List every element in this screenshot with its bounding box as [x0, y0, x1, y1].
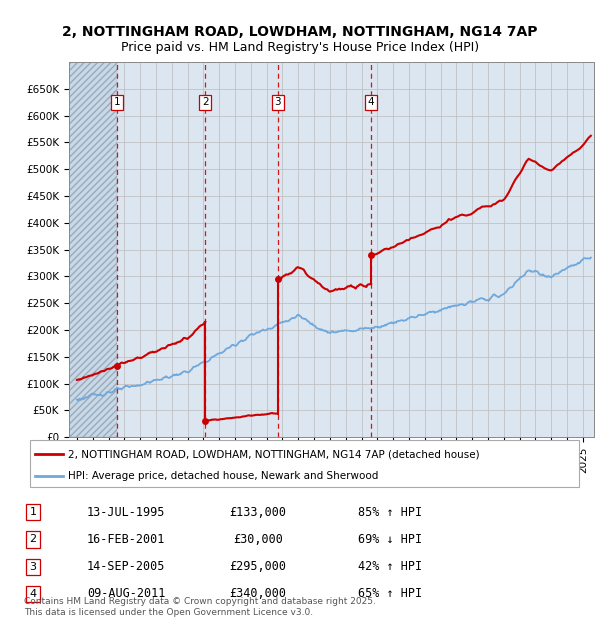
- Text: 2, NOTTINGHAM ROAD, LOWDHAM, NOTTINGHAM, NG14 7AP: 2, NOTTINGHAM ROAD, LOWDHAM, NOTTINGHAM,…: [62, 25, 538, 39]
- Text: 14-SEP-2005: 14-SEP-2005: [87, 560, 165, 573]
- Text: 2: 2: [202, 97, 209, 107]
- Text: £30,000: £30,000: [233, 533, 283, 546]
- Text: 09-AUG-2011: 09-AUG-2011: [87, 588, 165, 600]
- Text: Price paid vs. HM Land Registry's House Price Index (HPI): Price paid vs. HM Land Registry's House …: [121, 41, 479, 53]
- FancyBboxPatch shape: [30, 440, 579, 487]
- Text: 42% ↑ HPI: 42% ↑ HPI: [358, 560, 422, 573]
- Text: 65% ↑ HPI: 65% ↑ HPI: [358, 588, 422, 600]
- Text: 2, NOTTINGHAM ROAD, LOWDHAM, NOTTINGHAM, NG14 7AP (detached house): 2, NOTTINGHAM ROAD, LOWDHAM, NOTTINGHAM,…: [68, 449, 480, 459]
- Text: 85% ↑ HPI: 85% ↑ HPI: [358, 506, 422, 518]
- Text: 2: 2: [29, 534, 37, 544]
- Text: Contains HM Land Registry data © Crown copyright and database right 2025.
This d: Contains HM Land Registry data © Crown c…: [24, 598, 376, 617]
- Text: 4: 4: [29, 589, 37, 599]
- Text: 4: 4: [368, 97, 374, 107]
- Text: £340,000: £340,000: [229, 588, 287, 600]
- Text: 13-JUL-1995: 13-JUL-1995: [87, 506, 165, 518]
- Text: 69% ↓ HPI: 69% ↓ HPI: [358, 533, 422, 546]
- Text: 1: 1: [113, 97, 120, 107]
- Bar: [69, 62, 117, 437]
- Text: 3: 3: [274, 97, 281, 107]
- Text: £133,000: £133,000: [229, 506, 287, 518]
- Text: 16-FEB-2001: 16-FEB-2001: [87, 533, 165, 546]
- Text: £295,000: £295,000: [229, 560, 287, 573]
- Text: 1: 1: [29, 507, 37, 517]
- Text: 3: 3: [29, 562, 37, 572]
- Text: HPI: Average price, detached house, Newark and Sherwood: HPI: Average price, detached house, Newa…: [68, 471, 379, 482]
